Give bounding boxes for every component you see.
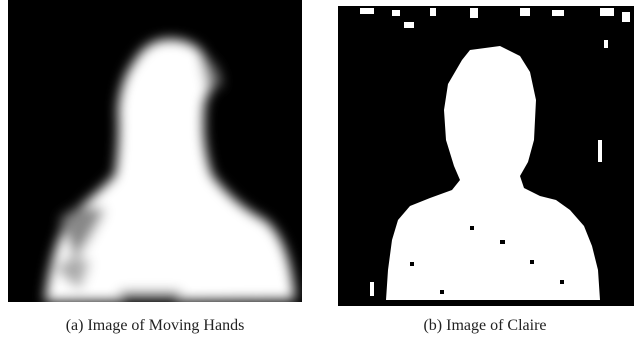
caption: (b) Image of Claire — [423, 317, 546, 334]
image-moving-hands — [8, 0, 302, 304]
image-claire — [338, 6, 634, 306]
caption-label: (a) — [66, 317, 84, 334]
caption-label: (b) — [423, 317, 442, 334]
caption-text: Image of Moving Hands — [87, 317, 244, 334]
figure: (a) Image of Moving Hands (b) Image of C… — [0, 0, 640, 345]
caption: (a) Image of Moving Hands — [66, 317, 245, 334]
caption-text: Image of Claire — [446, 317, 546, 334]
